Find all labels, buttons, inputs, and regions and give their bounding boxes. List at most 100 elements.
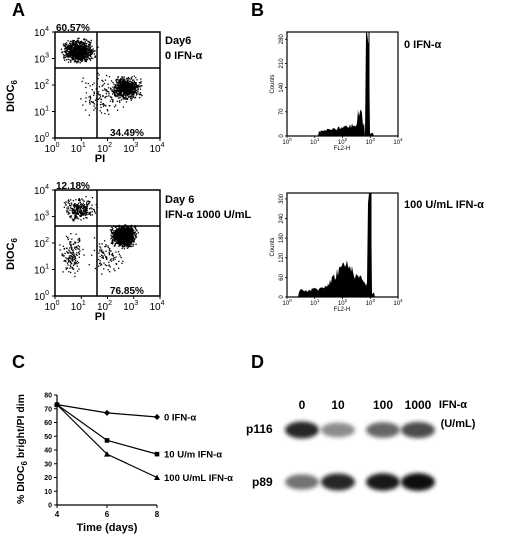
lane-label: 0 (299, 398, 306, 412)
x-tick-label: 100 (44, 300, 59, 313)
x-ticks: 100 101 102 103 104 (282, 297, 403, 307)
condition-title-1: Day6 (165, 35, 191, 47)
quadrant-ul-percent: 12.18% (56, 181, 90, 192)
series-label: 0 IFN-α (164, 413, 196, 424)
histogram-fill (287, 32, 398, 136)
y-axis-label: % DIOC6 bright/PI dim (15, 394, 29, 504)
data-point (104, 451, 110, 457)
y-tick-label: 103 (34, 211, 49, 224)
x-ticks: 100 101 102 103 104 (282, 136, 403, 146)
blot-header-1: IFN-α (439, 399, 467, 411)
x-tick-label: 102 (338, 137, 348, 146)
band (285, 474, 319, 490)
line-chart: 0 10 20 30 40 50 60 70 80 4 6 8 0 IFN-α 10 U/m IFN-… (15, 393, 233, 535)
x-tick-label: 104 (393, 298, 403, 307)
lane-label: 1000 (405, 398, 432, 412)
y-tick-label: 140 (279, 82, 285, 93)
x-tick-label: 103 (123, 142, 138, 155)
x-tick-label: 100 (44, 142, 59, 155)
panel-label-d: D (251, 352, 264, 372)
x-ticks: 4 6 8 (55, 505, 160, 519)
lane-labels: 0 10 100 1000 (299, 398, 432, 412)
y-tick-label: 40 (44, 448, 52, 455)
quadrant-ul-percent: 60.57% (56, 23, 90, 34)
y-tick-label: 0 (48, 503, 52, 510)
bands (285, 421, 435, 491)
panel-label-c: C (12, 352, 25, 372)
x-axis-label: PI (95, 311, 105, 323)
y-tick-label: 101 (34, 264, 49, 277)
y-ticks: 0 10 20 30 40 50 60 70 80 (44, 393, 57, 510)
y-axis-label: DIOC6 (5, 79, 19, 112)
y-tick-label: 60 (44, 420, 52, 427)
x-tick-label: 104 (393, 137, 403, 146)
y-tick-label: 120 (279, 252, 285, 263)
y-tick-label: 20 (44, 475, 52, 482)
band (321, 422, 355, 438)
y-tick-label: 103 (34, 53, 49, 66)
histogram-fill (287, 193, 398, 297)
y-tick-label: 180 (279, 232, 285, 243)
y-tick-label: 10 (44, 489, 52, 496)
condition-title-2: IFN-α 1000 U/mL (165, 209, 252, 221)
blot-header-2: (U/mL) (441, 418, 476, 430)
row-label-p116: p116 (246, 422, 273, 436)
y-axis-label: Counts (270, 74, 276, 93)
x-tick-label: 103 (123, 300, 138, 313)
data-point (154, 414, 160, 420)
x-axis-label: Time (days) (77, 522, 138, 534)
y-tick-label: 104 (34, 26, 49, 39)
x-tick-label: 102 (338, 298, 348, 307)
band (401, 421, 435, 439)
data-point (104, 438, 110, 443)
x-tick-label: 8 (155, 510, 160, 519)
series-label: 100 U/mL IFN-α (164, 473, 233, 484)
y-ticks: 0 70 140 210 280 (279, 34, 287, 138)
band (401, 473, 435, 491)
quadrant-lr-percent: 34.49% (110, 128, 144, 139)
dot-cloud (59, 195, 139, 278)
lane-label: 100 (373, 398, 393, 412)
data-point (154, 451, 160, 457)
band (366, 422, 400, 438)
data-point (104, 409, 110, 416)
panel-label-b: B (251, 0, 264, 20)
x-axis-label: FL2-H (334, 146, 351, 152)
condition-title-2: 0 IFN-α (165, 50, 203, 62)
series-label: 10 U/m IFN-α (164, 450, 222, 461)
y-tick-label: 240 (279, 213, 285, 224)
y-tick-label: 70 (279, 108, 285, 115)
y-tick-label: 80 (44, 393, 52, 400)
y-tick-label: 102 (34, 237, 49, 250)
x-tick-label: 104 (149, 142, 164, 155)
series-layer: 0 IFN-α 10 U/m IFN-α 100 U/mL IFN-α (54, 401, 233, 484)
y-tick-label: 280 (279, 34, 285, 45)
lane-label: 10 (331, 398, 345, 412)
x-tick-label: 6 (105, 510, 110, 519)
x-axis-label: PI (95, 153, 105, 165)
x-tick-label: 101 (71, 142, 86, 155)
x-tick-label: 101 (310, 298, 320, 307)
histogram-top: 0 70 140 210 280 100 101 102 103 104 Counts FL2-… (270, 31, 442, 152)
y-ticks: 0 60 120 180 240 300 (279, 193, 287, 299)
x-tick-label: 101 (310, 137, 320, 146)
x-tick-label: 100 (282, 137, 292, 146)
y-tick-label: 104 (34, 184, 49, 197)
histogram-legend: 100 U/mL IFN-α (404, 199, 484, 211)
y-tick-label: 30 (44, 461, 52, 468)
y-tick-label: 300 (279, 193, 285, 204)
x-tick-label: 100 (282, 298, 292, 307)
y-tick-label: 60 (279, 273, 285, 280)
y-axis-label: Counts (270, 237, 276, 256)
condition-title-1: Day 6 (165, 194, 194, 206)
band (366, 473, 400, 491)
x-axis-label: FL2-H (334, 307, 351, 313)
y-tick-label: 210 (279, 58, 285, 69)
histogram-legend: 0 IFN-α (404, 39, 442, 51)
data-point (54, 401, 60, 408)
